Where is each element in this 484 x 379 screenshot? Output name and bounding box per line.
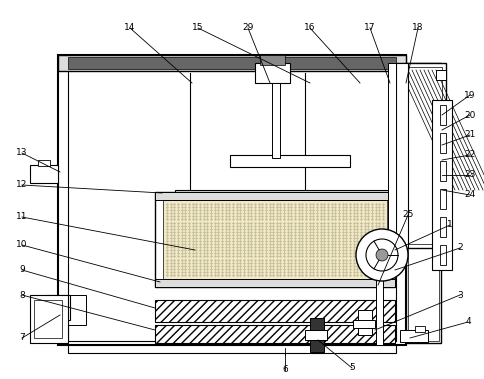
Bar bbox=[229, 155, 349, 167]
Text: 24: 24 bbox=[463, 191, 475, 199]
Bar bbox=[163, 200, 386, 279]
Bar bbox=[405, 63, 440, 343]
Bar bbox=[395, 63, 445, 248]
Bar bbox=[439, 189, 445, 209]
Bar bbox=[38, 160, 50, 166]
Text: 17: 17 bbox=[363, 23, 375, 33]
Bar bbox=[259, 55, 285, 65]
Text: 19: 19 bbox=[463, 91, 475, 100]
Bar bbox=[309, 340, 323, 352]
Text: 4: 4 bbox=[464, 318, 470, 326]
Bar bbox=[439, 105, 445, 125]
Text: 18: 18 bbox=[411, 23, 423, 33]
Text: 15: 15 bbox=[192, 23, 203, 33]
Text: 7: 7 bbox=[19, 334, 25, 343]
Bar bbox=[58, 55, 405, 345]
Bar bbox=[155, 325, 394, 343]
Bar bbox=[30, 165, 58, 183]
Text: 3: 3 bbox=[456, 290, 462, 299]
Bar bbox=[439, 133, 445, 153]
Circle shape bbox=[355, 229, 407, 281]
Circle shape bbox=[375, 249, 387, 261]
Text: 10: 10 bbox=[16, 241, 28, 249]
Bar bbox=[155, 192, 394, 287]
Text: 22: 22 bbox=[463, 150, 475, 160]
Text: 9: 9 bbox=[19, 266, 25, 274]
Bar bbox=[414, 326, 424, 332]
Bar bbox=[68, 345, 395, 353]
Bar bbox=[34, 300, 62, 338]
Bar bbox=[155, 192, 394, 200]
Text: 20: 20 bbox=[463, 111, 475, 119]
Circle shape bbox=[365, 239, 397, 271]
Text: 16: 16 bbox=[303, 23, 315, 33]
Bar bbox=[155, 300, 394, 322]
Text: 25: 25 bbox=[402, 210, 413, 219]
Text: 23: 23 bbox=[463, 171, 475, 180]
Bar bbox=[399, 330, 427, 342]
Bar bbox=[68, 57, 395, 69]
Bar bbox=[155, 279, 394, 287]
Text: 1: 1 bbox=[446, 221, 452, 230]
Bar bbox=[309, 318, 323, 330]
Bar bbox=[387, 63, 395, 248]
Text: 8: 8 bbox=[19, 290, 25, 299]
Bar bbox=[30, 295, 68, 343]
Text: 11: 11 bbox=[16, 213, 28, 221]
Bar bbox=[395, 63, 407, 248]
Bar bbox=[45, 295, 70, 320]
Bar bbox=[435, 70, 445, 80]
Bar bbox=[304, 330, 326, 340]
Bar bbox=[175, 190, 409, 198]
Bar bbox=[439, 161, 445, 181]
Bar bbox=[439, 245, 445, 265]
Bar bbox=[431, 100, 451, 270]
Bar bbox=[68, 63, 395, 341]
Text: 2: 2 bbox=[456, 243, 462, 252]
Text: 6: 6 bbox=[282, 365, 287, 374]
Bar bbox=[272, 83, 279, 158]
Text: 21: 21 bbox=[463, 130, 475, 139]
Text: 29: 29 bbox=[242, 23, 253, 33]
Text: 5: 5 bbox=[348, 363, 354, 373]
Bar bbox=[255, 63, 289, 83]
Bar bbox=[407, 65, 438, 341]
Text: 13: 13 bbox=[16, 149, 28, 158]
Bar bbox=[399, 67, 441, 244]
Bar bbox=[68, 295, 86, 325]
Bar bbox=[352, 320, 374, 328]
Bar bbox=[439, 217, 445, 237]
Text: 12: 12 bbox=[16, 180, 28, 190]
Bar bbox=[375, 280, 382, 345]
Text: 14: 14 bbox=[124, 23, 136, 33]
Bar bbox=[357, 310, 371, 335]
Bar bbox=[58, 55, 405, 71]
